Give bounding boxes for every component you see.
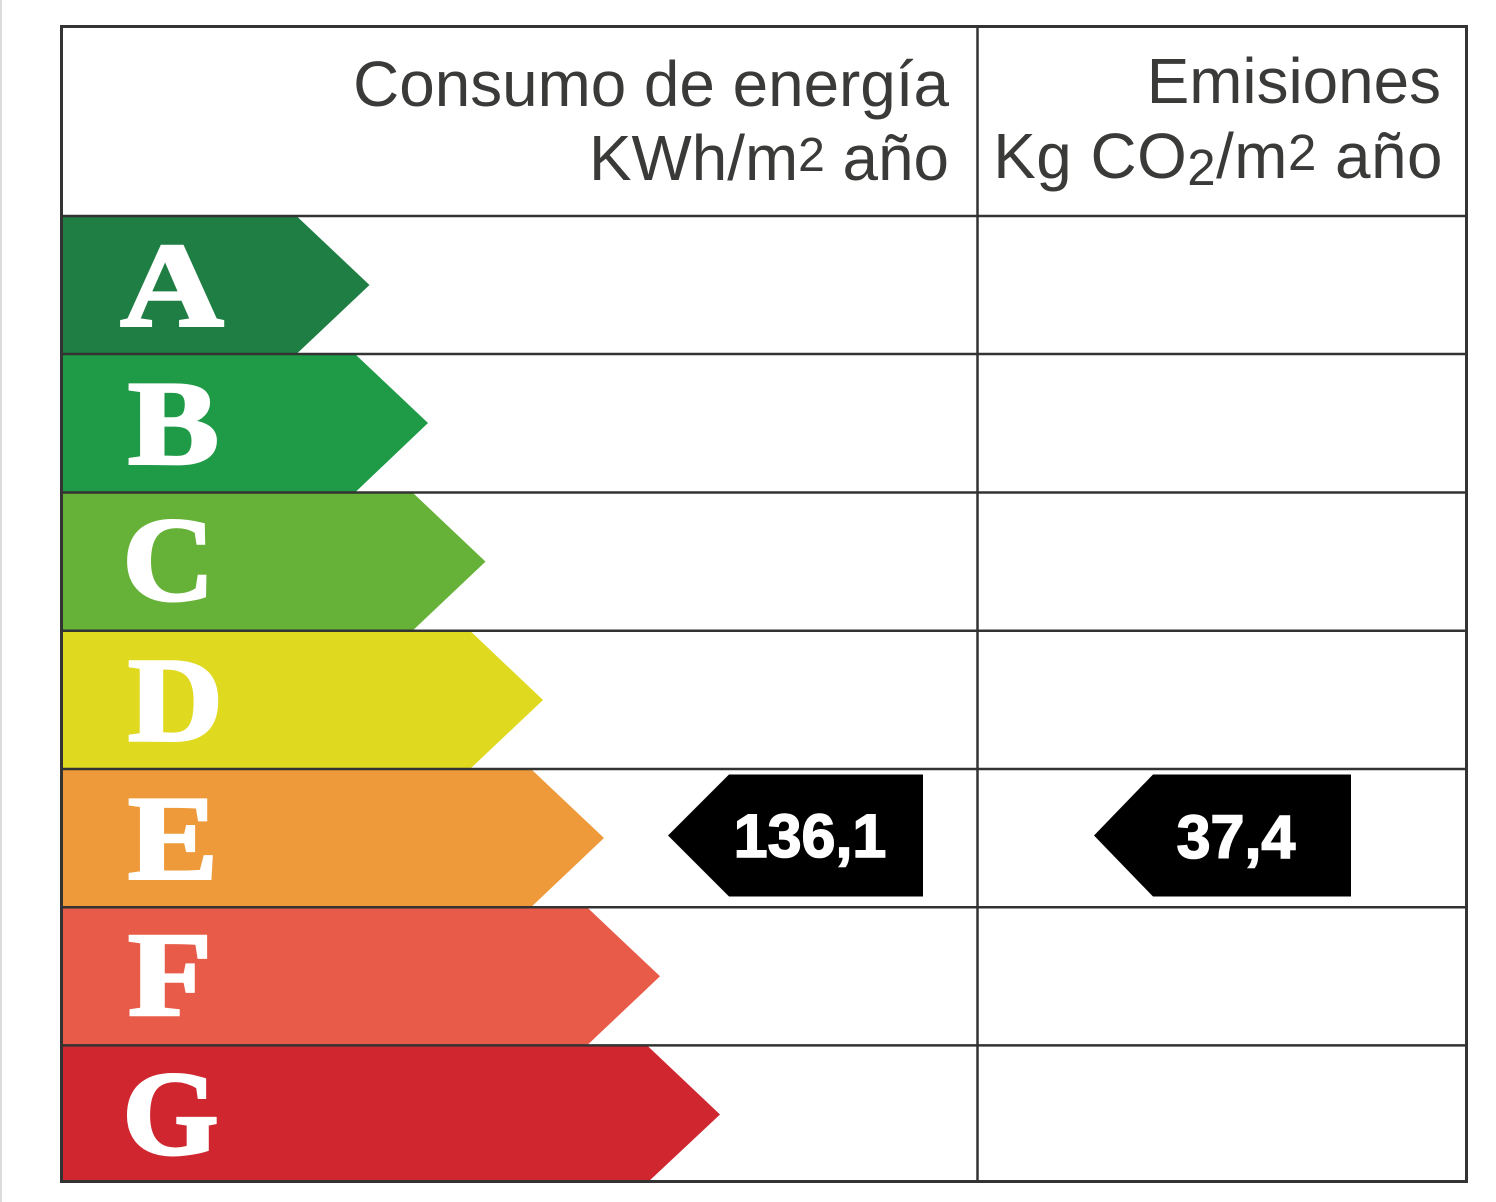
svg-text:B: B: [128, 357, 219, 490]
svg-text:37,4: 37,4: [1177, 803, 1296, 871]
svg-text:136,1: 136,1: [734, 802, 887, 870]
svg-text:Emisiones: Emisiones: [1147, 45, 1441, 117]
svg-text:C: C: [123, 493, 215, 626]
svg-text:G: G: [123, 1047, 219, 1180]
svg-text:Kg CO2/m2 año: Kg CO2/m2 año: [993, 120, 1443, 196]
svg-text:Consumo de energía: Consumo de energía: [353, 48, 949, 120]
svg-text:D: D: [128, 633, 223, 766]
svg-text:F: F: [128, 908, 212, 1041]
svg-text:E: E: [128, 772, 218, 905]
svg-text:A: A: [121, 219, 224, 352]
svg-text:KWh/m2 año: KWh/m2 año: [589, 122, 949, 194]
